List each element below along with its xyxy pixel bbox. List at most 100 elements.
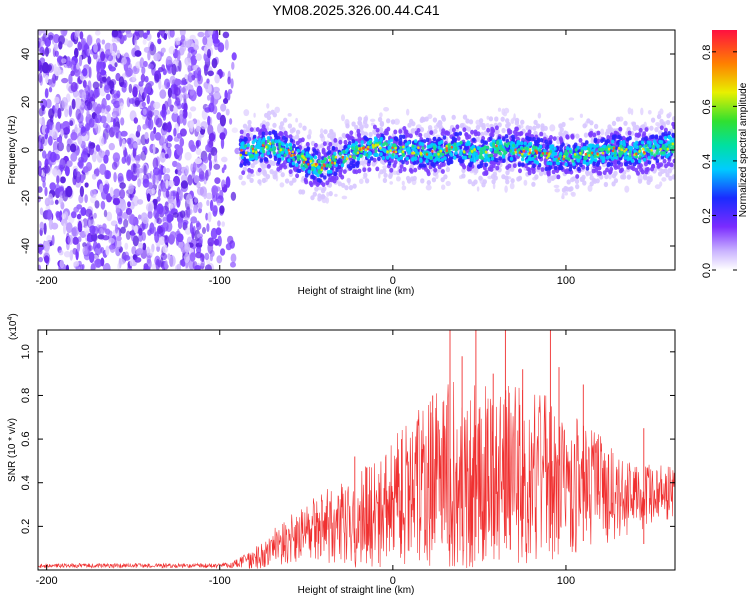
faint-blob (396, 176, 401, 182)
noise-blob (60, 128, 64, 137)
signal-blob (462, 150, 466, 154)
faint-blob (378, 172, 381, 179)
signal-blob (295, 163, 299, 167)
signal-blob (394, 154, 398, 159)
signal-blob (501, 174, 506, 180)
signal-blob (335, 167, 339, 173)
signal-blob (500, 116, 505, 122)
noise-blob (54, 183, 61, 196)
noise-blob (144, 265, 149, 270)
signal-blob (331, 132, 336, 138)
noise-blob (90, 195, 97, 204)
signal-blob (456, 142, 460, 147)
noise-blob (41, 61, 49, 74)
noise-blob (184, 151, 192, 161)
signal-blob (354, 141, 358, 146)
signal-blob (528, 151, 532, 155)
noise-blob (128, 83, 133, 94)
faint-blob (553, 184, 560, 189)
signal-blob (437, 157, 441, 162)
signal-blob (653, 141, 658, 146)
signal-blob (647, 160, 652, 165)
signal-blob (251, 154, 254, 158)
snr-y-tick-label: 0.8 (20, 388, 32, 403)
signal-blob (663, 135, 668, 140)
faint-blob (647, 110, 652, 115)
signal-blob (501, 127, 506, 134)
noise-blob (200, 163, 207, 171)
noise-blob (213, 39, 221, 48)
signal-blob (338, 139, 343, 145)
signal-blob (279, 148, 283, 152)
signal-blob (337, 181, 342, 187)
signal-blob (607, 149, 610, 154)
signal-blob (603, 181, 609, 188)
noise-blob (101, 39, 106, 45)
signal-blob (642, 131, 647, 137)
noise-blob (220, 137, 225, 150)
colorbar-tick-label: 0.8 (701, 45, 713, 60)
snr-x-tick-label: 100 (557, 575, 575, 587)
signal-blob (486, 127, 491, 133)
signal-blob (517, 162, 522, 167)
noise-blob (208, 30, 214, 36)
signal-blob (490, 153, 494, 158)
noise-blob (227, 76, 231, 85)
signal-blob (359, 124, 364, 130)
noise-blob (204, 107, 212, 113)
noise-blob (87, 55, 92, 65)
noise-blob (207, 70, 214, 77)
noise-blob (159, 209, 163, 215)
faint-blob (568, 117, 575, 121)
signal-blob (504, 134, 509, 139)
signal-blob (251, 149, 255, 153)
noise-blob (197, 31, 205, 38)
signal-blob (417, 146, 420, 150)
signal-blob (647, 155, 651, 160)
noise-blob (58, 35, 65, 45)
signal-blob (644, 127, 649, 132)
signal-blob (278, 142, 282, 146)
signal-blob (658, 135, 663, 140)
noise-blob (223, 164, 227, 171)
signal-blob (425, 159, 429, 164)
faint-blob (476, 186, 480, 192)
faint-blob (579, 113, 584, 119)
signal-blob (551, 175, 556, 181)
noise-blob (74, 168, 78, 177)
noise-blob (197, 70, 202, 82)
noise-blob (174, 100, 181, 107)
signal-blob (359, 148, 362, 151)
noise-blob (179, 109, 184, 116)
noise-blob (61, 58, 67, 64)
signal-blob (388, 153, 392, 158)
noise-blob (84, 182, 89, 188)
noise-blob (172, 160, 178, 168)
noise-blob (42, 150, 47, 159)
signal-blob (484, 140, 489, 145)
signal-blob (398, 138, 403, 143)
noise-blob (169, 75, 176, 85)
noise-blob (113, 100, 121, 109)
noise-blob (132, 142, 138, 149)
signal-blob (249, 177, 254, 183)
signal-blob (292, 177, 297, 183)
signal-blob (545, 152, 549, 155)
noise-blob (105, 93, 111, 101)
noise-blob (74, 124, 78, 133)
signal-blob (368, 131, 373, 138)
noise-blob (159, 236, 166, 246)
faint-blob (383, 107, 390, 112)
noise-blob (205, 192, 213, 200)
signal-blob (497, 122, 502, 128)
signal-blob (345, 148, 349, 153)
noise-blob (91, 173, 97, 180)
signal-blob (292, 166, 297, 172)
signal-blob (356, 128, 361, 134)
signal-blob (571, 159, 575, 163)
noise-blob (59, 164, 64, 172)
signal-blob (443, 156, 447, 161)
signal-blob (305, 141, 310, 147)
signal-blob (489, 136, 493, 141)
signal-blob (322, 159, 325, 164)
